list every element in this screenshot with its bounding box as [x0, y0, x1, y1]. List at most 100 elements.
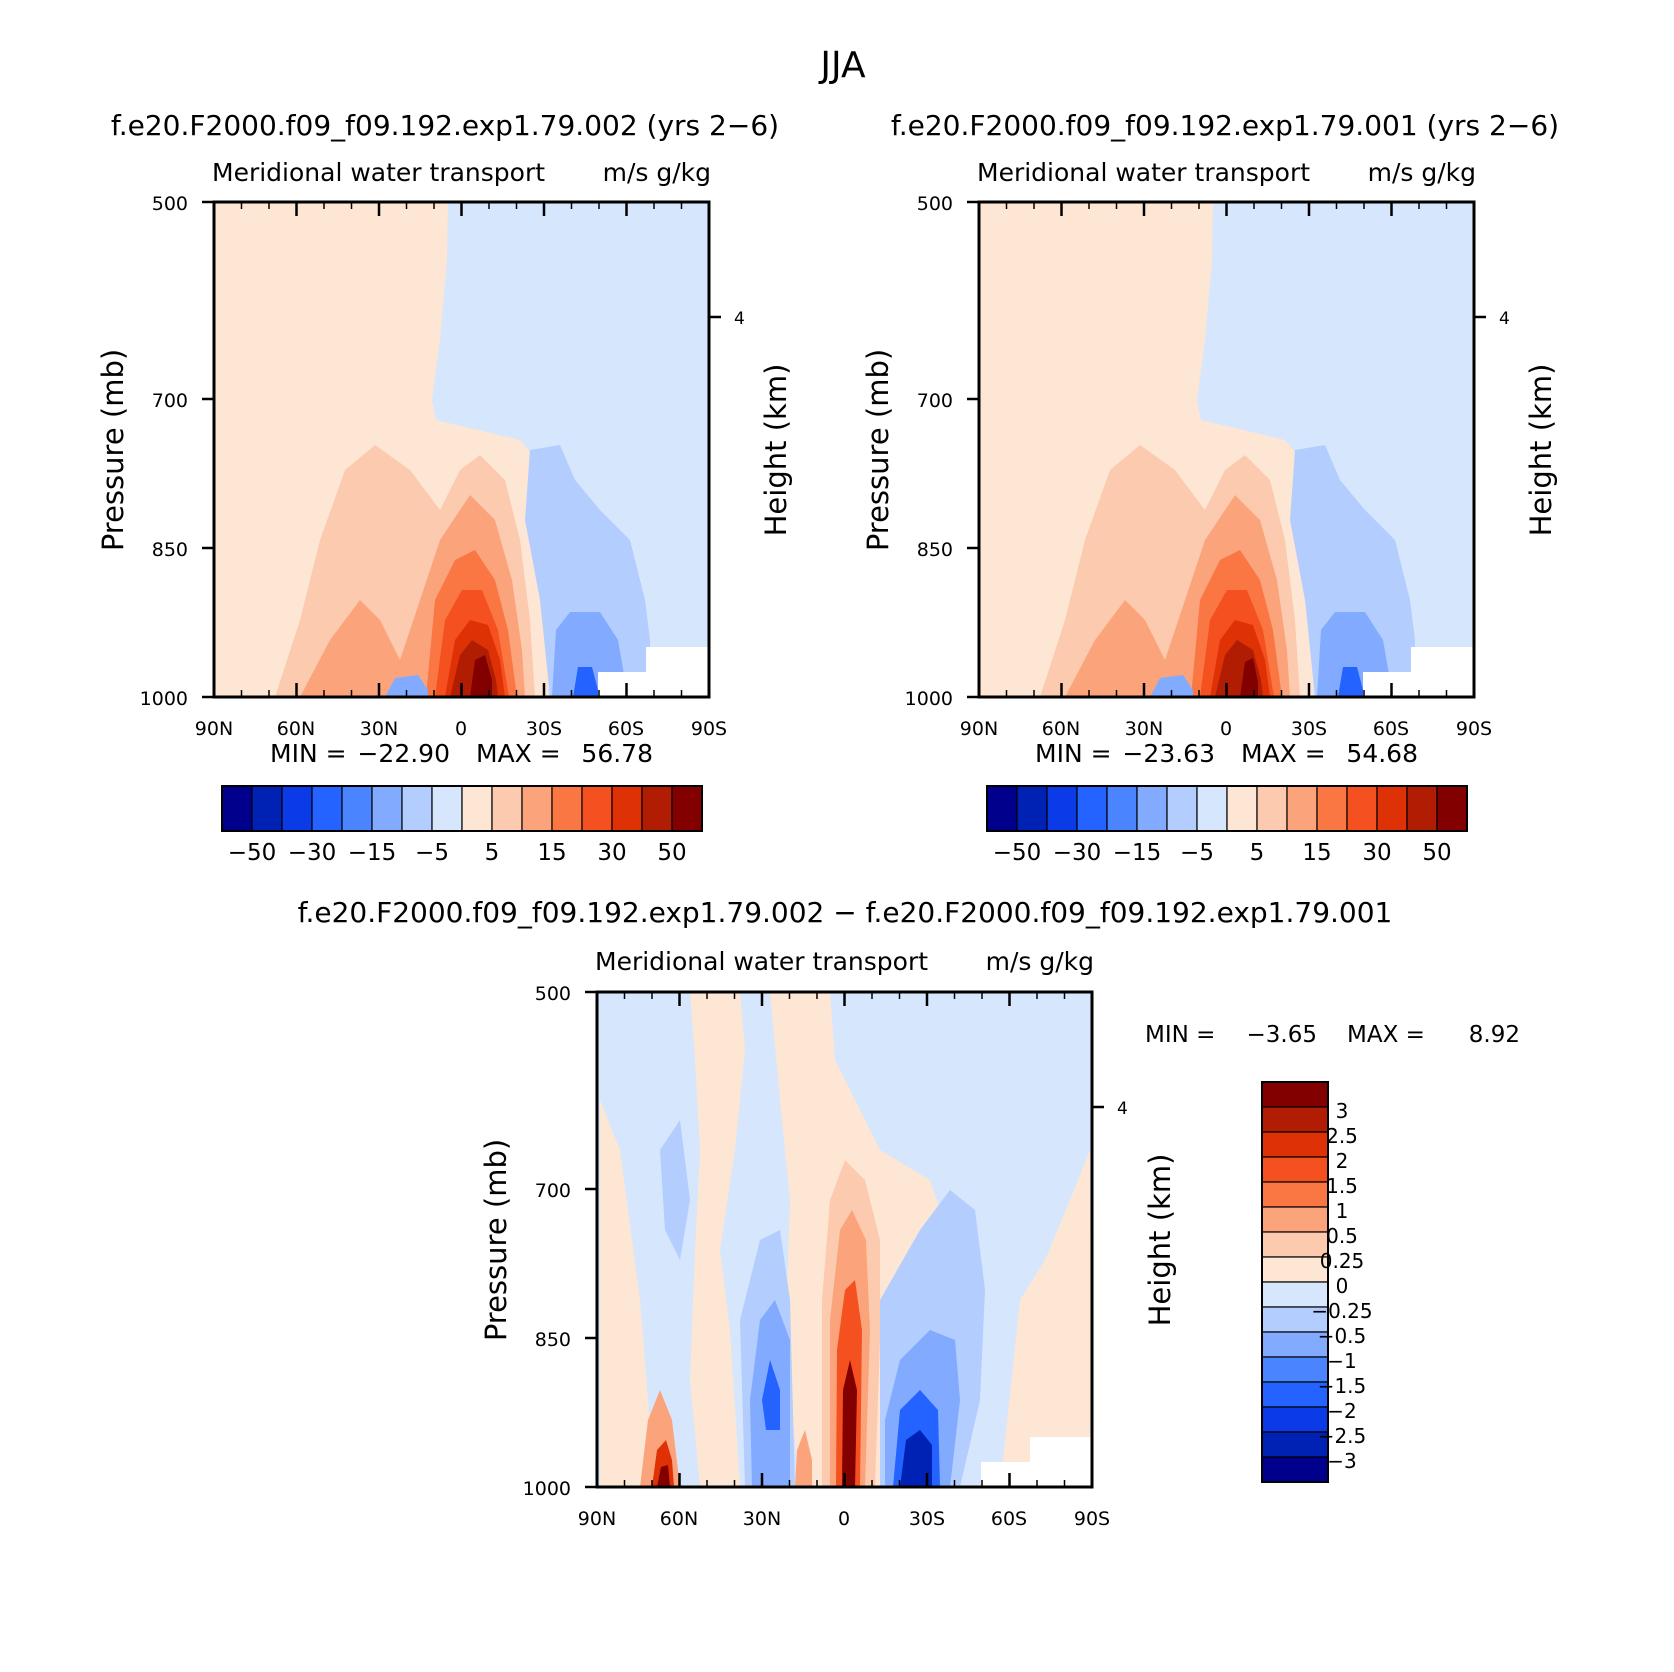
colorbar-tick-label: 0.5: [1326, 1224, 1358, 1248]
plot-area: [979, 202, 1474, 697]
y-tick-label: 700: [535, 1180, 571, 1202]
right-tick-label: 4: [734, 309, 745, 329]
right-tick-label: 4: [1499, 309, 1510, 329]
min-label: MIN =: [270, 739, 347, 768]
x-tick-label: 90N: [578, 1508, 616, 1530]
colorbar-swatch: [1261, 1156, 1329, 1183]
colorbar: [986, 785, 1468, 832]
colorbar-swatch: [671, 785, 703, 832]
colorbar-frame: [221, 785, 703, 832]
colorbar-swatch: [1316, 785, 1348, 832]
colorbar-swatch: [1436, 785, 1468, 832]
colorbar-tick-label: 1: [1336, 1199, 1349, 1223]
colorbar-tick-label: 50: [657, 840, 686, 866]
colorbar-swatch: [1261, 1206, 1329, 1233]
colorbar-tick-label: −15: [348, 840, 397, 866]
min-label: MIN =: [1145, 1022, 1215, 1048]
colorbar-tick-label: −1.5: [1318, 1374, 1367, 1398]
y-tick-label: 1000: [523, 1478, 571, 1500]
colorbar-swatch: [1261, 1431, 1329, 1458]
colorbar-swatch: [986, 785, 1018, 832]
colorbar-tick-label: 30: [1362, 840, 1391, 866]
colorbar-tick-label: −0.5: [1318, 1324, 1367, 1348]
x-tick-label: 90S: [1074, 1508, 1110, 1530]
figure-title: JJA: [818, 45, 866, 86]
x-tick-label: 90S: [691, 718, 727, 740]
axis-ticks: [202, 200, 721, 699]
colorbar-swatch: [1166, 785, 1198, 832]
negative-region: [900, 1430, 932, 1487]
colorbar-swatch: [1261, 1231, 1329, 1258]
max-value: 8.92: [1469, 1022, 1520, 1048]
min-value: −22.90: [357, 739, 450, 768]
colorbar-tick-label: 0: [1336, 1274, 1349, 1298]
colorbar-swatch: [1261, 1131, 1329, 1158]
x-tick-label: 60N: [277, 718, 315, 740]
positive-region: [657, 1465, 670, 1487]
colorbar-tick-label: 2: [1336, 1149, 1349, 1173]
colorbar-swatch: [1136, 785, 1168, 832]
x-tick-label: 0: [1220, 718, 1232, 740]
x-tick-label: 0: [838, 1508, 850, 1530]
panel-top-left: f.e20.F2000.f09_f09.192.exp1.79.002 (yrs…: [96, 109, 793, 866]
y-tick-label: 1000: [905, 688, 953, 710]
min-label: MIN =: [1035, 739, 1112, 768]
x-tick-label: 60N: [1042, 718, 1080, 740]
panel-title: f.e20.F2000.f09_f09.192.exp1.79.001 (yrs…: [891, 109, 1559, 142]
positive-region: [842, 1360, 857, 1487]
panel-subtitle-left: Meridional water transport: [977, 158, 1310, 187]
colorbar-tick-label: −1: [1327, 1349, 1356, 1373]
y-tick-label: 1000: [140, 688, 188, 710]
y-axis-label: Pressure (mb): [96, 349, 130, 551]
axis-ticks: [585, 990, 1104, 1489]
colorbar-tick-label: −5: [415, 840, 449, 866]
colorbar-swatch: [1196, 785, 1228, 832]
y-tick-label: 850: [152, 539, 188, 561]
x-tick-label: 60S: [608, 718, 644, 740]
colorbar-swatch: [521, 785, 553, 832]
missing-data: [646, 647, 708, 673]
colorbar-tick-label: 30: [597, 840, 626, 866]
x-tick-label: 30S: [909, 1508, 945, 1530]
x-tick-label: 30S: [1291, 718, 1327, 740]
colorbar-swatch: [1286, 785, 1318, 832]
positive-region: [690, 992, 745, 1487]
y-tick-label: 850: [535, 1329, 571, 1351]
colorbar-tick-label: −2: [1327, 1399, 1356, 1423]
colorbar-tick-label: 5: [485, 840, 500, 866]
colorbar-tick-label: −15: [1113, 840, 1162, 866]
colorbar-swatch: [1076, 785, 1108, 832]
missing-data: [598, 672, 708, 697]
min-value: −3.65: [1247, 1022, 1317, 1048]
negative-region: [573, 667, 598, 697]
colorbar-swatch: [1261, 1256, 1329, 1283]
missing-data: [1030, 1437, 1092, 1463]
colorbar: [1261, 1081, 1329, 1483]
min-value: −23.63: [1122, 739, 1215, 768]
panel-subtitle-left: Meridional water transport: [595, 947, 928, 976]
x-tick-label: 60S: [991, 1508, 1027, 1530]
colorbar-tick-label: −2.5: [1318, 1424, 1367, 1448]
colorbar-tick-label: −50: [228, 840, 277, 866]
colorbar-swatch: [491, 785, 523, 832]
panel-title: f.e20.F2000.f09_f09.192.exp1.79.002 − f.…: [298, 896, 1393, 929]
y-tick-label: 500: [152, 193, 188, 215]
colorbar-tick-label: −30: [288, 840, 337, 866]
colorbar-swatch: [371, 785, 403, 832]
positive-region: [795, 1430, 812, 1487]
x-tick-label: 30N: [360, 718, 398, 740]
x-tick-label: 0: [455, 718, 467, 740]
colorbar-tick-label: 50: [1422, 840, 1451, 866]
colorbar-swatch: [1346, 785, 1378, 832]
colorbar-swatch: [1106, 785, 1138, 832]
x-tick-label: 60N: [660, 1508, 698, 1530]
colorbar-frame: [1261, 1081, 1329, 1483]
colorbar-swatch: [341, 785, 373, 832]
negative-region: [660, 1120, 690, 1260]
x-tick-label: 30N: [1125, 718, 1163, 740]
y-axis-label: Pressure (mb): [861, 349, 895, 551]
colorbar-swatch: [1256, 785, 1288, 832]
negative-region: [1338, 667, 1363, 697]
right-tick-label: 4: [1117, 1099, 1128, 1119]
